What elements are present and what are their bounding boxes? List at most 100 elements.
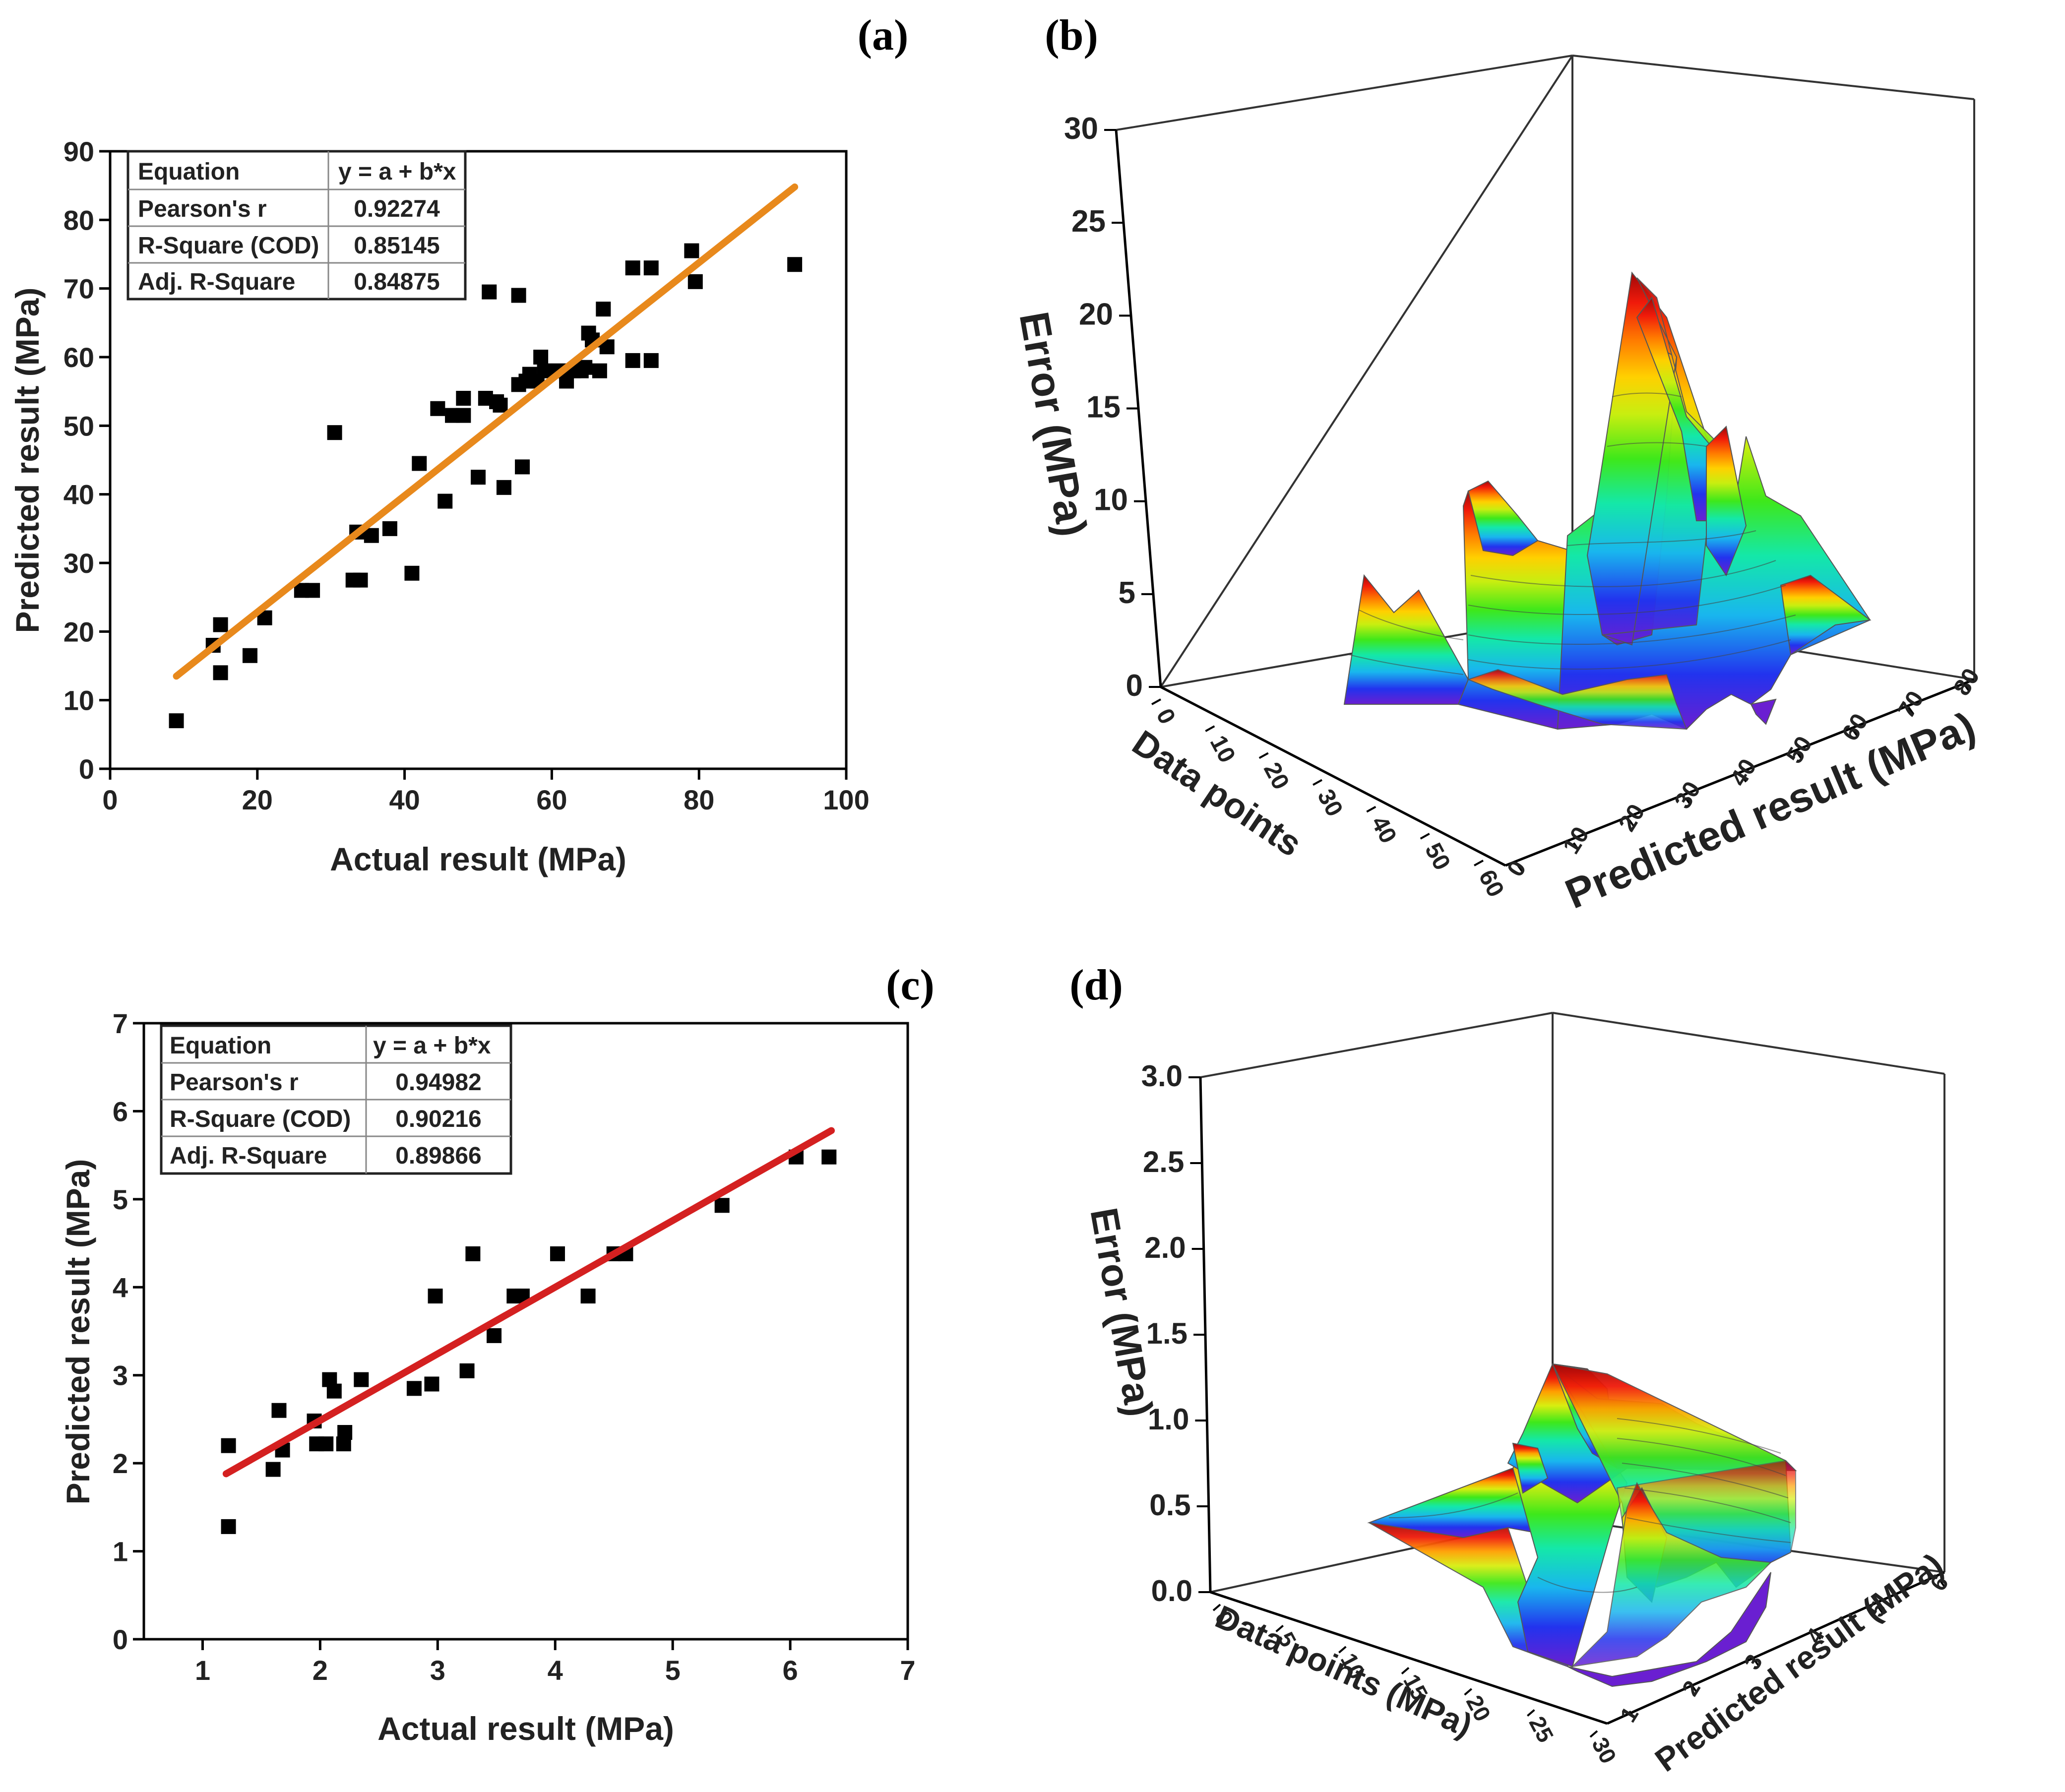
- data-point: [515, 459, 530, 475]
- panel-label-c: (c): [886, 961, 935, 1009]
- tick-label: 15: [1086, 390, 1121, 425]
- x-tick-label: 80: [684, 784, 714, 815]
- x-tick-label: 20: [242, 784, 273, 815]
- y-tick-label: 30: [63, 548, 94, 579]
- data-point: [353, 572, 368, 588]
- y-tick-label: 7: [113, 1008, 128, 1039]
- tick-mark: [1690, 1684, 1697, 1693]
- x-tick-label: 5: [665, 1655, 681, 1686]
- data-point: [456, 391, 471, 406]
- data-point: [424, 1376, 439, 1392]
- tick-mark: [1401, 1667, 1410, 1675]
- tick-label: 30: [1312, 785, 1348, 821]
- stats-table: Equation y = a + b*x Pearson's r 0.94982…: [160, 1024, 512, 1175]
- data-point: [456, 408, 471, 423]
- data-point: [382, 521, 397, 536]
- data-point: [242, 648, 257, 663]
- tick-label: 2.0: [1144, 1231, 1186, 1264]
- tick-mark: [1517, 865, 1524, 873]
- tick-mark: [1464, 1688, 1472, 1696]
- tick-mark: [1313, 779, 1322, 786]
- stats-value: y = a + b*x: [338, 159, 456, 185]
- tick-mark: [1796, 751, 1803, 760]
- tick-mark: [1907, 706, 1915, 715]
- data-point: [364, 528, 379, 543]
- data-point: [537, 363, 552, 378]
- tick-mark: [1589, 1730, 1598, 1738]
- tick-label: 0.0: [1151, 1574, 1192, 1607]
- tick-mark: [1628, 1710, 1635, 1719]
- data-point: [577, 360, 593, 375]
- data-point: [496, 480, 511, 495]
- data-point: [580, 1289, 596, 1304]
- data-point: [787, 257, 803, 272]
- tick-mark: [1939, 1579, 1945, 1588]
- tick-label: 25: [1524, 1712, 1559, 1747]
- y-axis-label: Predicted result (MPa): [60, 1159, 96, 1505]
- tick-mark: [1212, 1604, 1221, 1611]
- tick-label: 0: [1126, 669, 1143, 703]
- y-tick-label: 50: [63, 410, 94, 441]
- stats-label: Adj. R-Square: [138, 269, 295, 295]
- data-point: [221, 1519, 236, 1534]
- tick-label: 1.5: [1146, 1317, 1188, 1350]
- data-point: [625, 260, 640, 276]
- tick-mark: [1366, 805, 1377, 813]
- tick-label: 1.0: [1148, 1403, 1189, 1436]
- stats-value: 0.84875: [354, 269, 440, 295]
- data-point: [533, 350, 549, 365]
- x-tick-label: 100: [823, 784, 869, 815]
- data-point: [337, 1425, 353, 1440]
- tick-mark: [1815, 1631, 1821, 1640]
- data-point: [684, 243, 699, 258]
- tick-label: 40: [1366, 812, 1402, 848]
- tick-label: 2.5: [1143, 1145, 1184, 1178]
- tick-mark: [1963, 683, 1970, 692]
- stats-label: Pearson's r: [138, 196, 267, 222]
- data-point: [487, 1328, 502, 1343]
- fit-line: [222, 1127, 835, 1478]
- tick-mark: [1338, 1646, 1347, 1654]
- tick-mark: [1205, 725, 1215, 732]
- z-axis-label: Error (MPa): [1011, 309, 1096, 540]
- y-tick-label: 6: [113, 1096, 128, 1127]
- stats-value: 0.90216: [395, 1106, 482, 1132]
- data-point: [354, 1372, 369, 1387]
- panel-c-scatter: 0 1 2 3 4 5 6 7 1 2 3 4 5 6 7 Equation y = a + b*x Pe…: [60, 1008, 916, 1747]
- x-tick-label: 0: [102, 784, 118, 815]
- tick-label: 10: [1205, 731, 1241, 767]
- tick-mark: [1752, 1658, 1759, 1667]
- stats-table: Equation y = a + b*x Pearson's r 0.92274…: [126, 150, 467, 301]
- tick-mark: [1572, 842, 1580, 851]
- x-axis-label: Data points (MPa): [1210, 1598, 1478, 1744]
- tick-label: 10: [1558, 822, 1594, 859]
- data-point: [326, 1383, 342, 1399]
- tick-mark: [1474, 860, 1484, 866]
- tick-mark: [1151, 698, 1161, 705]
- tick-label: 40: [1725, 754, 1761, 791]
- tick-mark: [1258, 752, 1269, 759]
- tick-mark: [1628, 819, 1635, 828]
- tick-label: 0: [1151, 704, 1180, 728]
- stats-label: Adj. R-Square: [170, 1143, 327, 1169]
- data-point: [438, 494, 453, 509]
- y-tick-label: 5: [113, 1184, 128, 1215]
- stats-value: 0.92274: [354, 196, 440, 222]
- y-tick-label: 20: [63, 616, 94, 647]
- tick-mark: [1527, 1709, 1535, 1717]
- tick-label: 30: [1064, 112, 1098, 146]
- fit-line: [173, 183, 799, 680]
- tick-label: 60: [1837, 709, 1873, 745]
- tick-mark: [1877, 1605, 1883, 1614]
- data-point: [511, 288, 526, 303]
- stats-label: Pearson's r: [170, 1069, 299, 1096]
- tick-label: 5: [1119, 576, 1135, 610]
- tick-label: 30: [1587, 1733, 1622, 1768]
- tick-label: 1: [1615, 1702, 1643, 1727]
- data-point: [459, 1363, 475, 1378]
- tick-mark: [1275, 1624, 1284, 1633]
- stats-label: Equation: [138, 159, 240, 185]
- data-point: [412, 456, 427, 471]
